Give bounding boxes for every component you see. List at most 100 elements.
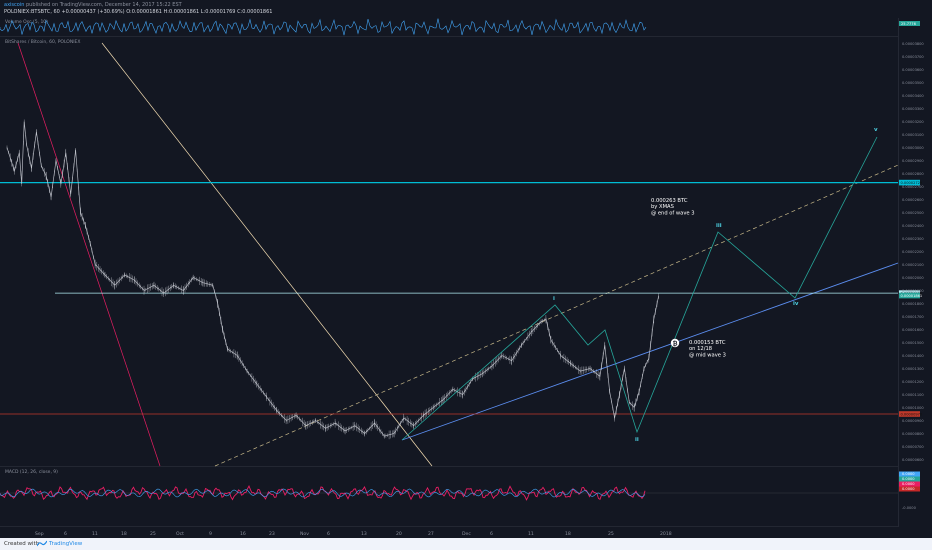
macd-panel-title: MACD (12, 26, close, 9) bbox=[5, 470, 58, 475]
wave-label: iv bbox=[793, 301, 799, 307]
macd-value-label: -0.0000 bbox=[902, 506, 917, 510]
y-tick-label: 0.00001300 bbox=[902, 367, 924, 371]
annotation-text: @ end of wave 3 bbox=[651, 210, 695, 216]
y-tick-label: 0.00003600 bbox=[902, 68, 924, 72]
macd-value-label: 0.0000 bbox=[902, 482, 915, 486]
price-axis[interactable]: 0.00003800 0.00003700 0.00003600 0.00003500… bbox=[902, 42, 924, 462]
x-tick-label: 13 bbox=[361, 531, 367, 537]
chart-canvas[interactable]: 25.7776 0.00002729 0.00001900 0.00000970 0… bbox=[0, 0, 932, 538]
y-tick-label: 0.00001900 bbox=[902, 289, 924, 293]
price-series: 0.00001861 bbox=[6, 119, 923, 440]
y-tick-label: 0.00000900 bbox=[902, 419, 924, 423]
annotation-text: 0.000153 BTC bbox=[689, 340, 726, 346]
y-tick-label: 0.00000600 bbox=[902, 458, 924, 462]
wave-label: iii bbox=[716, 223, 722, 229]
symbol-line: POLONIEX:BTSBTC, 60 +0.00000437 (+30.69%… bbox=[4, 9, 272, 15]
macd-badge bbox=[899, 471, 920, 477]
x-tick-label: 6 bbox=[490, 531, 493, 537]
y-tick-label: 0.00001700 bbox=[902, 315, 924, 319]
macd-indicator: 0.00000.00000.00000.0000-0.0000 bbox=[0, 471, 920, 510]
y-tick-label: 0.00001200 bbox=[902, 380, 924, 384]
x-tick-label: 18 bbox=[565, 531, 571, 537]
price-change: +0.00000437 (+30.69%) bbox=[61, 9, 125, 15]
x-tick-label: 6 bbox=[327, 531, 330, 537]
level-price-label: 0.00002729 bbox=[901, 181, 923, 185]
volume-panel-title: Volume Osc (5, 10) bbox=[5, 20, 48, 25]
x-tick-label: 23 bbox=[269, 531, 275, 537]
annotation-text: on 12/18 bbox=[689, 346, 712, 352]
y-tick-label: 0.00001600 bbox=[902, 328, 924, 332]
y-tick-label: 0.00002100 bbox=[902, 263, 924, 267]
annotation-text: by XMAS bbox=[651, 204, 674, 210]
y-tick-label: 0.00001400 bbox=[902, 354, 924, 358]
y-tick-label: 0.00000700 bbox=[902, 445, 924, 449]
level-price-badge bbox=[899, 179, 920, 186]
y-tick-label: 0.00001000 bbox=[902, 406, 924, 410]
x-tick-label: 9 bbox=[209, 531, 212, 537]
level-price-label: 0.00000970 bbox=[901, 412, 923, 416]
publish-info: published on TradingView.com, December 1… bbox=[25, 2, 182, 8]
x-tick-label: 27 bbox=[428, 531, 434, 537]
y-tick-label: 0.00003500 bbox=[902, 81, 924, 85]
y-tick-label: 0.00002900 bbox=[902, 159, 924, 163]
x-tick-label: Oct bbox=[176, 531, 184, 537]
x-tick-label: 25 bbox=[150, 531, 156, 537]
main-panel-title: BitShares / Bitcoin, 60, POLONIEX bbox=[5, 40, 81, 45]
drawing-tools: 0.00002729 0.00001900 0.00000970 bbox=[0, 42, 923, 467]
macd-value-label: 0.0000 bbox=[902, 472, 915, 476]
grid bbox=[0, 18, 899, 527]
y-tick-label: 0.00001800 bbox=[902, 302, 924, 306]
publish-line: axiscoin published on TradingView.com, D… bbox=[4, 2, 182, 8]
y-tick-label: 0.00002000 bbox=[902, 276, 924, 280]
y-tick-label: 0.00002800 bbox=[902, 172, 924, 176]
volume-osc-value: 25.7776 bbox=[901, 22, 917, 26]
price-line bbox=[6, 121, 660, 437]
y-tick-label: 0.00002400 bbox=[902, 224, 924, 228]
macd-badge bbox=[899, 476, 920, 482]
symbol: POLONIEX:BTSBTC, 60 bbox=[4, 9, 60, 15]
bitcoin-icon-glyph: ₿ bbox=[673, 341, 678, 348]
bitcoin-icon bbox=[670, 338, 680, 348]
x-tick-label: 25 bbox=[608, 531, 614, 537]
wave-label: v bbox=[874, 127, 878, 133]
macd-badge bbox=[899, 481, 920, 487]
channel-top-dashed bbox=[214, 164, 899, 467]
created-with-label: Created with bbox=[4, 541, 40, 547]
x-tick-label: 16 bbox=[240, 531, 246, 537]
last-price-badge bbox=[899, 292, 920, 299]
macd-badge bbox=[899, 486, 920, 492]
volume-osc-badge bbox=[899, 21, 920, 26]
annotation-text: @ mid wave 3 bbox=[689, 352, 726, 358]
x-tick-label: Sep bbox=[35, 531, 44, 537]
downtrend-line-red bbox=[17, 42, 161, 467]
macd-line bbox=[0, 488, 646, 498]
y-tick-label: 0.00002300 bbox=[902, 237, 924, 241]
tradingview-brand[interactable]: TradingView bbox=[49, 541, 83, 547]
x-tick-label: 11 bbox=[92, 531, 98, 537]
y-tick-label: 0.00000800 bbox=[902, 432, 924, 436]
author-link[interactable]: axiscoin bbox=[4, 2, 25, 8]
x-tick-label: 18 bbox=[121, 531, 127, 537]
y-tick-label: 0.00003400 bbox=[902, 94, 924, 98]
x-tick-label: Nov bbox=[300, 531, 309, 537]
y-tick-label: 0.00003300 bbox=[902, 107, 924, 111]
wave-label: i bbox=[553, 296, 555, 302]
y-tick-label: 0.00003000 bbox=[902, 146, 924, 150]
y-tick-label: 0.00003200 bbox=[902, 120, 924, 124]
x-tick-label: 6 bbox=[64, 531, 67, 537]
y-tick-label: 0.00003800 bbox=[902, 42, 924, 46]
time-axis[interactable]: Sep 6 11 18 25 Oct 9 16 23 Nov 6 13 20 27 Dec 6 11 18 25 20… bbox=[35, 531, 672, 537]
y-tick-label: 0.00002600 bbox=[902, 198, 924, 202]
wave-label: ii bbox=[635, 437, 639, 443]
header-bar: axiscoin published on TradingView.com, D… bbox=[0, 0, 932, 18]
ohlc: O:0.00001861 H:0.00001861 L:0.00001769 C… bbox=[126, 9, 273, 15]
x-tick-label: 11 bbox=[528, 531, 534, 537]
y-tick-label: 0.00003100 bbox=[902, 133, 924, 137]
volume-oscillator: 25.7776 bbox=[0, 18, 920, 36]
y-tick-label: 0.00002200 bbox=[902, 250, 924, 254]
volume-osc-line bbox=[0, 18, 647, 36]
last-price-label: 0.00001861 bbox=[901, 294, 923, 298]
wave-path bbox=[401, 136, 878, 441]
